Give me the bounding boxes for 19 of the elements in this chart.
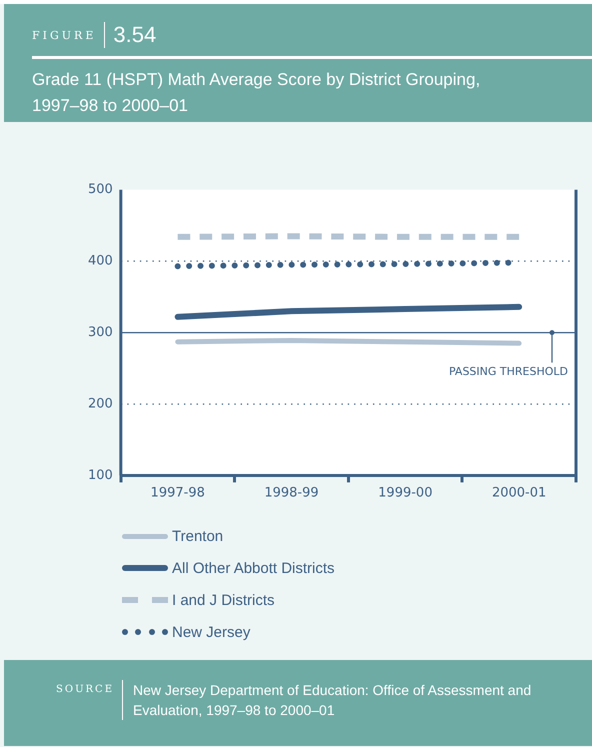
y-tick-label: 400	[88, 254, 113, 269]
chart-title: Grade 11 (HSPT) Math Average Score by District Grouping, 1997–98 to 2000–01	[32, 69, 482, 117]
y-tick-label: 200	[88, 396, 113, 412]
x-tick-label: 1997-98	[150, 486, 205, 501]
x-tick-label: 1998-99	[264, 486, 319, 501]
text: 3.54	[104, 22, 156, 48]
legend-label: New Jersey	[172, 624, 250, 640]
legend-label: Trenton	[172, 528, 224, 544]
legend-label: I and J Districts	[172, 592, 275, 608]
y-tick-label: 300	[88, 324, 113, 340]
x-tick-label: 2000-01	[492, 486, 546, 501]
y-tick-label: 100	[88, 468, 113, 483]
text: SOURCE	[55, 683, 115, 695]
x-tick-label: 1999-00	[378, 486, 432, 501]
legend-label: All Other Abbott Districts	[172, 560, 335, 576]
text: FIGURE	[32, 28, 98, 42]
y-tick-label: 500	[88, 182, 113, 198]
text: New Jersey Department of Education: Office of Assessment and Evaluation, 1997–98 to 2000–01	[122, 680, 563, 720]
ref-line-label: PASSING THRESHOLD	[448, 364, 568, 378]
